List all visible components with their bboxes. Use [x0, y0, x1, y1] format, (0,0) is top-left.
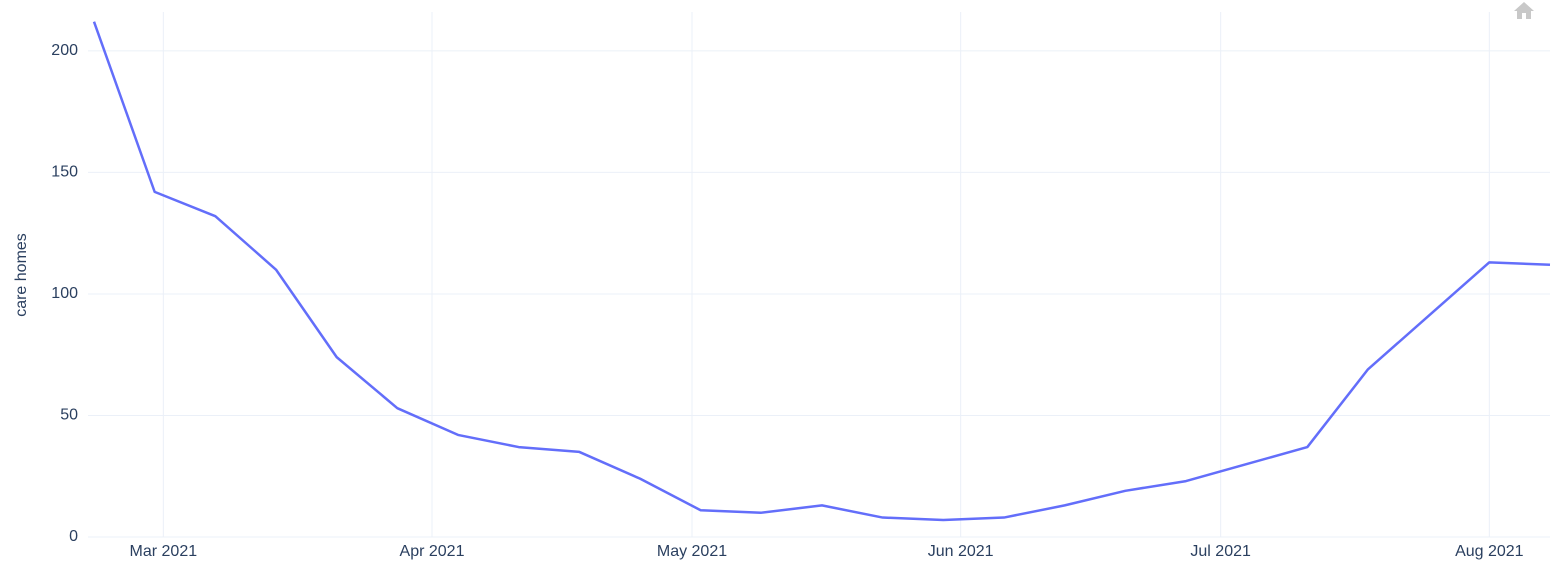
line — [92, 21, 1551, 522]
y-tick-label: 0 — [69, 528, 78, 545]
y-tick-label: 200 — [51, 42, 78, 59]
y-tick-label: 50 — [60, 407, 78, 424]
home-icon[interactable] — [1514, 2, 1534, 19]
y-axis-label: care homes — [13, 233, 30, 317]
x-tick-label: Apr 2021 — [400, 543, 465, 560]
x-tick-label: May 2021 — [657, 543, 727, 560]
x-tick-label: Aug 2021 — [1455, 543, 1524, 560]
x-tick-label: Jul 2021 — [1190, 543, 1251, 560]
home-button[interactable] — [1514, 2, 1534, 19]
y-tick-label: 100 — [51, 285, 78, 302]
x-tick-label: Mar 2021 — [130, 543, 198, 560]
y-tick-label: 150 — [51, 164, 78, 181]
x-tick-label: Jun 2021 — [928, 543, 994, 560]
